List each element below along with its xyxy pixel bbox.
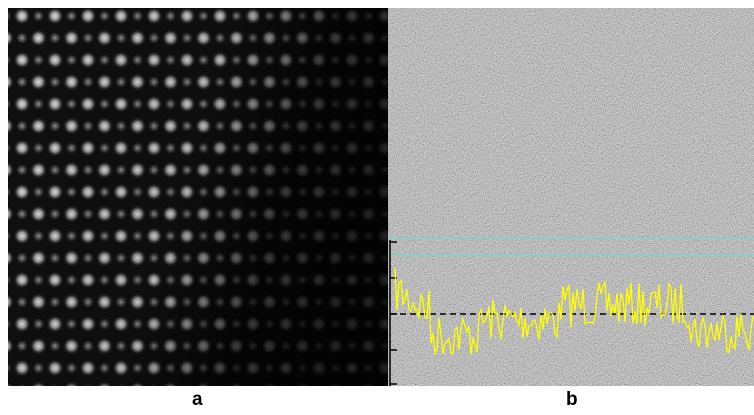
panel-b-image [388, 8, 754, 386]
panel-a-image [8, 8, 388, 386]
panel-label: b [566, 389, 578, 410]
figure-panels [8, 8, 754, 386]
panel-label: a [192, 389, 203, 410]
profile-trace [394, 267, 754, 355]
